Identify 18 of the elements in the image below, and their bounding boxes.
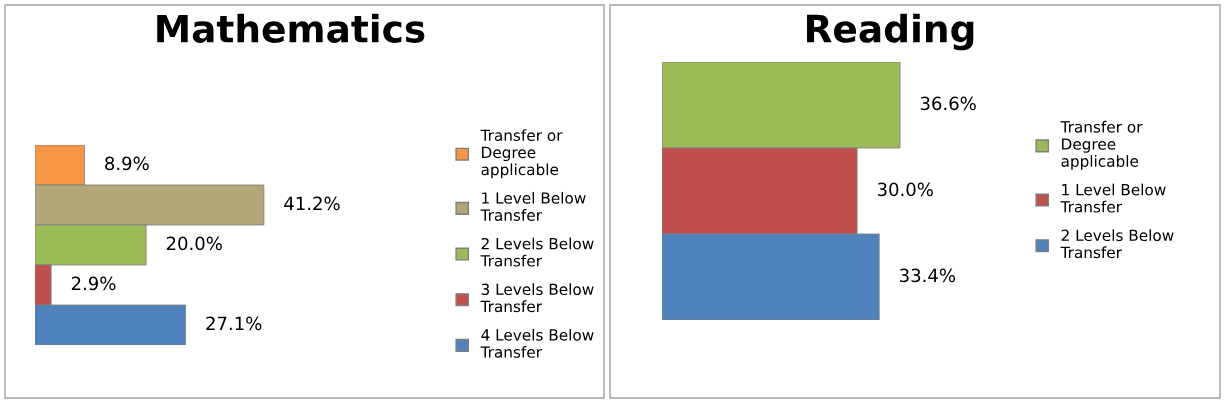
data-label: 30.0%: [877, 182, 933, 197]
data-label: 41.2%: [284, 196, 340, 211]
legend-label: 2 Levels Below Transfer: [480, 237, 594, 267]
data-label: 36.6%: [920, 96, 976, 111]
chart-title: Mathematics: [157, 13, 425, 43]
legend-label: Transfer or Degree applicable: [1060, 120, 1143, 170]
data-label: 27.1%: [206, 316, 262, 331]
legend-label: 1 Level Below Transfer: [1060, 183, 1166, 213]
data-label: 2.9%: [71, 276, 116, 291]
chart-title: Reading: [807, 13, 974, 51]
data-label: 20.0%: [166, 236, 222, 251]
legend-label: 1 Level Below Transfer: [480, 191, 586, 221]
legend-label: 4 Levels Below Transfer: [480, 328, 594, 358]
legend-label: 2 Levels Below Transfer: [1060, 229, 1174, 259]
legend-label: Transfer or Degree applicable: [480, 129, 563, 179]
data-label: 8.9%: [105, 156, 149, 171]
legend-label: 3 Levels Below Transfer: [480, 283, 594, 313]
data-label: 33.4%: [900, 268, 956, 283]
